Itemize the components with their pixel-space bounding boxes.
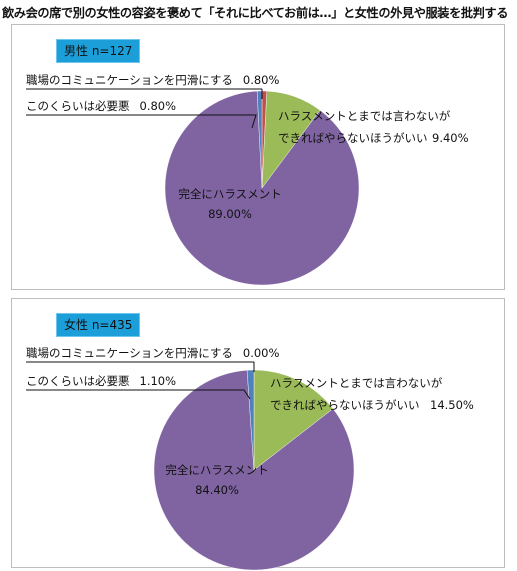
label-smooth: 職場のコミュニケーションを円滑にする 0.80% [26, 73, 279, 87]
group-badge-female: 女性 n=435 [56, 313, 141, 337]
male-pie-chart: 職場のコミュニケーションを円滑にする 0.80% ハラスメントとまでは言わないができ… [26, 73, 469, 286]
label-harassment: 完全にハラスメント [165, 463, 268, 477]
label-necessary-evil-value: 1.10% [140, 374, 177, 388]
label-better-not-value: 9.40% [432, 131, 469, 145]
leader-line-necessary-evil [26, 389, 251, 400]
male-chart-panel: 男性 n=127 職場のコミュニケーションを円滑にする 0.80% ハラスメントとま… [11, 24, 505, 290]
page-title: 飲み会の席で別の女性の容姿を褒めて「それに比べてお前は…」と女性の外見や服装を批… [2, 6, 509, 20]
label-smooth: 職場のコミュニケーションを円滑にする 0.00% [26, 346, 279, 360]
label-necessary-evil-text: このくらいは必要悪 [26, 374, 130, 388]
pie-slice-harassment [153, 370, 355, 571]
label-smooth-value: 0.80% [243, 73, 280, 87]
label-better-not-line2: できればやらないほうがいい [270, 398, 420, 412]
leader-line-necessary-evil [26, 114, 257, 129]
pie-slice-better_not [253, 369, 334, 471]
label-harassment: 完全にハラスメント [178, 187, 281, 201]
label-harassment-value: 89.00% [208, 207, 252, 221]
label-necessary-evil-value: 0.80% [140, 99, 177, 113]
female-pie-chart: 職場のコミュニケーションを円滑にする 0.00% ハラスメントとまでは言わないができ… [26, 346, 474, 571]
label-necessary-evil: このくらいは必要悪 0.80% [26, 99, 176, 113]
label-better-not-line1: ハラスメントとまでは言わないが [278, 109, 451, 123]
label-better-not-line2: できればやらないほうがいい [278, 131, 428, 145]
label-necessary-evil-text: このくらいは必要悪 [26, 99, 130, 113]
label-smooth-value: 0.00% [243, 346, 280, 360]
label-better-not-value: 14.50% [430, 398, 474, 412]
label-smooth-text: 職場のコミュニケーションを円滑にする [26, 346, 233, 360]
pie-slice-harassment [164, 90, 360, 286]
group-badge-male: 男性 n=127 [56, 39, 141, 63]
female-chart-panel: 女性 n=435 職場のコミュニケーションを円滑にする 0.00% ハラスメントとま… [11, 298, 505, 571]
label-smooth-text: 職場のコミュニケーションを円滑にする [26, 73, 233, 87]
label-better-not-line1: ハラスメントとまでは言わないが [270, 376, 443, 390]
label-harassment-value: 84.40% [195, 483, 239, 497]
label-necessary-evil: このくらいは必要悪 1.10% [26, 374, 176, 388]
